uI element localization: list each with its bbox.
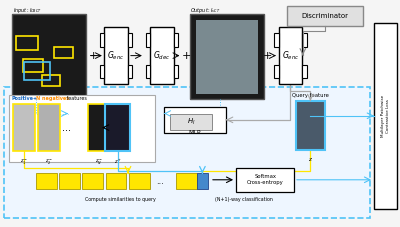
Text: $Input: I_{CBCT}$: $Input: I_{CBCT}$ — [13, 6, 42, 15]
Text: $z_N^-$: $z_N^-$ — [95, 157, 103, 166]
FancyBboxPatch shape — [374, 23, 397, 209]
FancyBboxPatch shape — [274, 33, 279, 47]
FancyBboxPatch shape — [13, 104, 35, 151]
FancyBboxPatch shape — [128, 65, 132, 78]
FancyBboxPatch shape — [302, 65, 307, 78]
Text: $G_{enc}$: $G_{enc}$ — [282, 49, 299, 62]
Text: ...: ... — [156, 177, 164, 186]
Text: (N+1)-way classification: (N+1)-way classification — [215, 197, 273, 202]
FancyBboxPatch shape — [164, 107, 226, 133]
FancyBboxPatch shape — [129, 173, 150, 189]
Text: ...: ... — [62, 123, 71, 133]
Text: Multilayer Patchwise
Contrastive Loss: Multilayer Patchwise Contrastive Loss — [381, 95, 390, 137]
FancyBboxPatch shape — [106, 173, 126, 189]
Text: features: features — [65, 96, 87, 101]
Text: N negatives: N negatives — [36, 96, 69, 101]
FancyBboxPatch shape — [174, 33, 178, 47]
FancyBboxPatch shape — [190, 14, 264, 99]
FancyBboxPatch shape — [9, 95, 155, 162]
Text: Compute similarities to query: Compute similarities to query — [85, 197, 155, 202]
FancyBboxPatch shape — [36, 173, 57, 189]
FancyBboxPatch shape — [196, 20, 258, 94]
FancyBboxPatch shape — [236, 168, 294, 192]
Text: $G_{enc}$: $G_{enc}$ — [107, 49, 125, 62]
FancyBboxPatch shape — [105, 104, 130, 151]
Text: +: + — [182, 51, 191, 61]
FancyBboxPatch shape — [296, 101, 325, 150]
FancyBboxPatch shape — [174, 65, 178, 78]
FancyBboxPatch shape — [100, 33, 104, 47]
FancyBboxPatch shape — [150, 27, 174, 84]
Text: MLP: MLP — [188, 130, 201, 135]
Text: Query feature: Query feature — [292, 93, 329, 98]
FancyBboxPatch shape — [59, 173, 80, 189]
FancyBboxPatch shape — [146, 33, 150, 47]
FancyBboxPatch shape — [128, 33, 132, 47]
FancyBboxPatch shape — [176, 173, 197, 189]
FancyBboxPatch shape — [4, 87, 370, 218]
FancyBboxPatch shape — [197, 173, 208, 189]
FancyBboxPatch shape — [279, 27, 302, 84]
Text: $G_{dec}$: $G_{dec}$ — [153, 49, 171, 62]
FancyBboxPatch shape — [170, 114, 212, 130]
FancyBboxPatch shape — [287, 6, 363, 26]
FancyBboxPatch shape — [274, 65, 279, 78]
Text: Discriminator: Discriminator — [302, 13, 349, 19]
Text: $z^+$: $z^+$ — [114, 157, 122, 166]
Text: +: + — [89, 51, 98, 61]
FancyBboxPatch shape — [88, 104, 110, 151]
FancyBboxPatch shape — [104, 27, 128, 84]
FancyBboxPatch shape — [100, 65, 104, 78]
Text: $z_1^-$: $z_1^-$ — [20, 157, 28, 166]
Text: $Output: I_{sCT}$: $Output: I_{sCT}$ — [190, 6, 220, 15]
Text: Positive+: Positive+ — [12, 96, 38, 101]
Text: $z$: $z$ — [308, 156, 313, 163]
FancyBboxPatch shape — [82, 173, 103, 189]
Text: Softmax
Cross-entropy: Softmax Cross-entropy — [247, 174, 284, 185]
Text: +: + — [262, 51, 272, 61]
FancyBboxPatch shape — [302, 33, 307, 47]
FancyBboxPatch shape — [12, 14, 86, 99]
Text: $H_l$: $H_l$ — [186, 117, 195, 127]
FancyBboxPatch shape — [146, 65, 150, 78]
FancyBboxPatch shape — [38, 104, 60, 151]
Text: $z_2^-$: $z_2^-$ — [45, 157, 53, 166]
